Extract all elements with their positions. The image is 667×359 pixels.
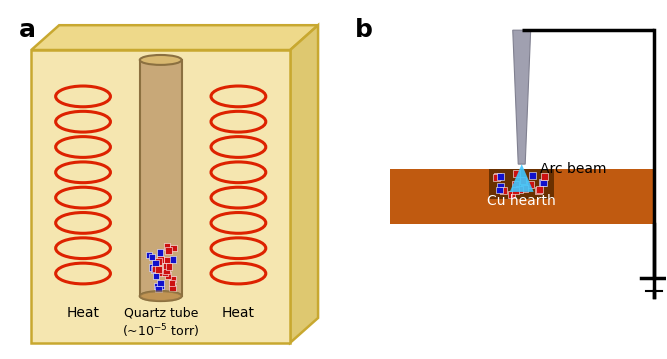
Text: a: a [19,18,36,42]
Bar [163,268,170,274]
Bar [169,280,175,286]
Text: b: b [355,18,373,42]
Bar [146,252,152,258]
Polygon shape [290,25,318,343]
Text: Quartz tube: Quartz tube [123,306,198,319]
Bar [157,283,164,289]
Bar [140,60,181,296]
Bar [155,286,161,292]
Bar [535,187,542,194]
Bar [512,181,519,187]
Bar [153,273,159,279]
Bar [540,180,548,186]
Bar [154,283,161,289]
Bar [490,169,554,199]
Bar [164,257,171,263]
Bar [539,179,546,186]
Bar [169,285,176,291]
Bar [390,169,654,224]
Polygon shape [31,25,318,50]
Bar [500,187,507,194]
Bar [151,266,158,272]
Bar [157,256,164,263]
Ellipse shape [140,291,181,301]
Ellipse shape [140,55,181,65]
Bar [152,260,159,266]
Bar [162,270,168,276]
Polygon shape [513,30,531,164]
Text: (~10$^{-5}$ torr): (~10$^{-5}$ torr) [122,323,199,340]
Bar [165,263,172,270]
Bar [516,186,524,193]
Bar [527,181,534,188]
Bar [152,266,159,272]
Bar [149,265,156,271]
Bar [536,186,542,193]
Bar [498,182,504,190]
Bar [157,280,163,286]
Bar [157,270,163,276]
Bar [530,172,536,180]
Bar [520,177,526,184]
Bar [496,187,504,194]
Bar [163,263,169,270]
Bar [155,258,162,265]
Polygon shape [31,50,290,343]
Bar [494,173,501,181]
Text: Heat: Heat [222,306,255,320]
Bar [170,276,176,282]
Bar [170,256,177,263]
Bar [169,276,175,283]
Bar [512,187,519,194]
Text: Heat: Heat [67,306,99,320]
Bar [165,247,171,254]
Bar [170,245,177,251]
Bar [157,250,163,256]
Text: Arc beam: Arc beam [540,162,606,176]
Bar [513,170,520,177]
Bar [497,173,504,180]
Bar [541,173,548,180]
Bar [508,191,515,198]
Ellipse shape [140,291,181,301]
Bar [155,266,161,273]
Polygon shape [510,164,534,192]
Text: Cu hearth: Cu hearth [488,194,556,208]
Bar [493,174,500,181]
Bar [149,254,155,260]
Bar [165,272,171,279]
Bar [521,185,528,192]
Bar [163,243,170,250]
